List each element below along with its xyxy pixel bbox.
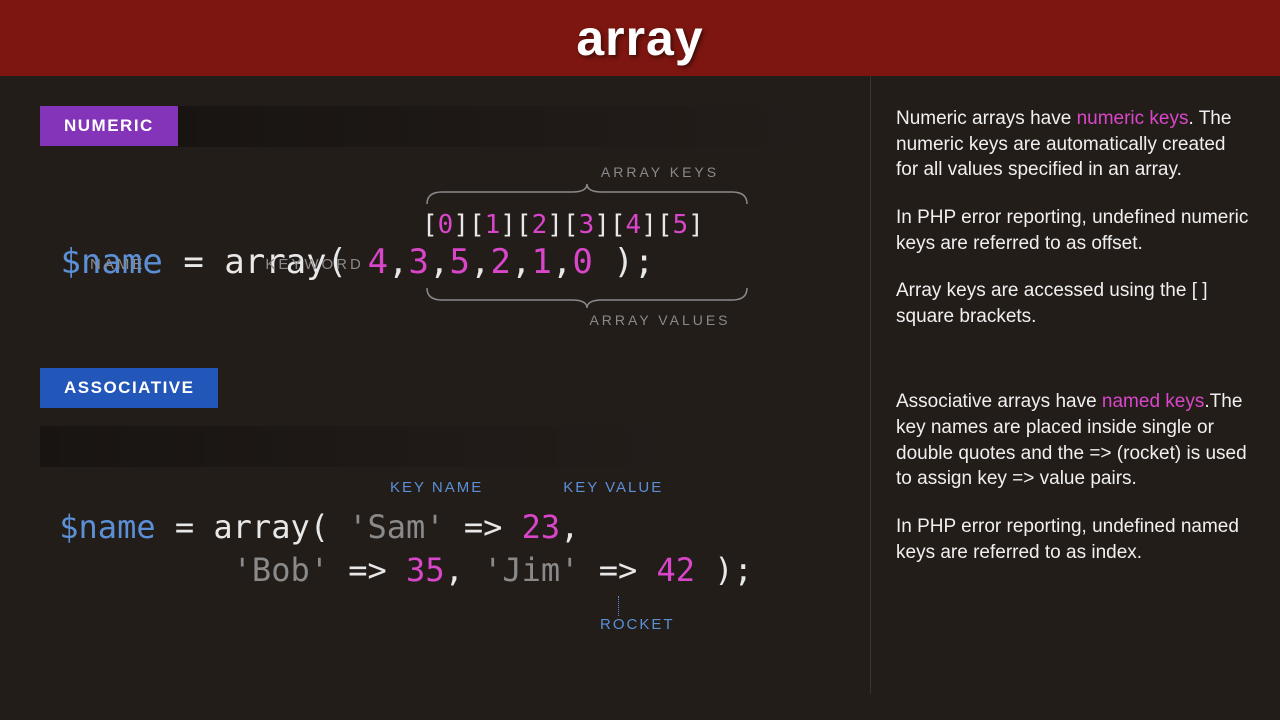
label-key-value: KEY VALUE (563, 479, 663, 496)
associative-section: ASSOCIATIVE KEY NAME KEY VALUE $name = a… (40, 368, 850, 634)
right-column: Numeric arrays have numeric keys. The nu… (870, 76, 1280, 694)
numeric-tag: NUMERIC (40, 106, 178, 146)
brace-top-icon (422, 184, 752, 206)
label-keyword: KEYWORD (265, 256, 364, 273)
assoc-desc-1: Associative arrays have named keys.The k… (896, 389, 1250, 492)
assoc-desc-2: In PHP error reporting, undefined named … (896, 514, 1250, 565)
numeric-desc-3: Array keys are accessed using the [ ] sq… (896, 278, 1250, 329)
label-array-keys: ARRAY KEYS (40, 164, 850, 180)
header-bar: array (0, 0, 1280, 76)
numeric-desc-1: Numeric arrays have numeric keys. The nu… (896, 106, 1250, 183)
label-array-values: ARRAY VALUES (40, 312, 850, 328)
label-rocket: ROCKET (600, 616, 675, 633)
label-key-name: KEY NAME (390, 479, 483, 496)
numeric-section: NUMERIC ARRAY KEYS [0][1][2][3][4][5] NA… (40, 106, 850, 328)
tag-shadow (40, 426, 680, 467)
array-keys-line: [0][1][2][3][4][5] (422, 210, 704, 240)
associative-code: $name = array( 'Sam' => 23, 'Bob' => 35,… (40, 506, 850, 592)
rocket-line-icon (618, 596, 619, 616)
page-title: array (576, 9, 703, 67)
associative-tag: ASSOCIATIVE (40, 368, 218, 408)
left-column: NUMERIC ARRAY KEYS [0][1][2][3][4][5] NA… (0, 76, 870, 694)
tag-shadow (178, 106, 818, 147)
content-area: NUMERIC ARRAY KEYS [0][1][2][3][4][5] NA… (0, 76, 1280, 694)
label-name: NAME (90, 256, 145, 273)
numeric-desc-2: In PHP error reporting, undefined numeri… (896, 205, 1250, 256)
brace-bottom-icon (422, 286, 752, 308)
